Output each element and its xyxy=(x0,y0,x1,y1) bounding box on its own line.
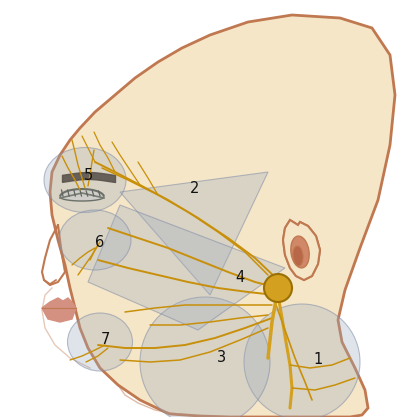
Polygon shape xyxy=(42,308,76,322)
Ellipse shape xyxy=(44,148,126,213)
Ellipse shape xyxy=(59,210,131,270)
Ellipse shape xyxy=(291,236,309,268)
Polygon shape xyxy=(283,220,320,280)
Text: 5: 5 xyxy=(83,168,93,183)
Text: 6: 6 xyxy=(95,234,105,249)
Ellipse shape xyxy=(293,246,303,266)
Text: 7: 7 xyxy=(100,332,110,347)
Polygon shape xyxy=(50,15,395,417)
Circle shape xyxy=(264,274,292,302)
Polygon shape xyxy=(283,220,320,280)
Ellipse shape xyxy=(294,246,302,264)
Text: 3: 3 xyxy=(218,351,226,365)
Circle shape xyxy=(244,304,360,417)
Polygon shape xyxy=(42,298,76,308)
Ellipse shape xyxy=(291,236,309,268)
Polygon shape xyxy=(120,172,268,295)
Text: 4: 4 xyxy=(235,271,245,286)
Text: 1: 1 xyxy=(313,352,323,367)
Polygon shape xyxy=(60,189,104,201)
Circle shape xyxy=(140,297,270,417)
Polygon shape xyxy=(88,205,285,330)
Ellipse shape xyxy=(68,313,132,371)
Text: 2: 2 xyxy=(190,181,200,196)
